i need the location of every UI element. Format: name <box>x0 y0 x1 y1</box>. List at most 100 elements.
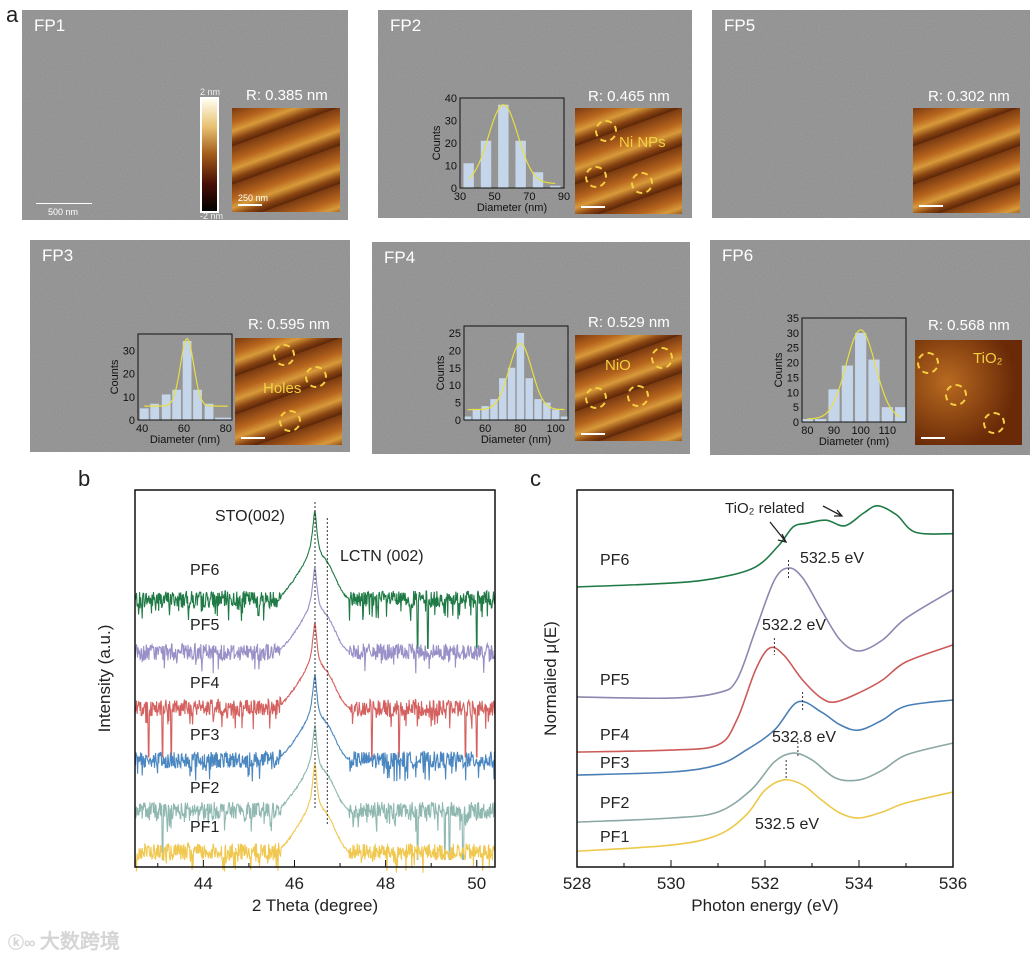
plot-frame <box>134 489 496 868</box>
histogram-bar <box>868 359 880 422</box>
afm-annotation: NiO <box>605 357 631 374</box>
series-label: PF1 <box>600 829 629 846</box>
sem-tile-fp3: FP3 40 60 80 0 10 20 30 Diameter (nm) Counts R: … <box>30 240 350 452</box>
xas-trace-pf5 <box>576 567 954 700</box>
afm-scale-label: 250 nm <box>238 193 269 203</box>
series-label: PF2 <box>190 780 219 797</box>
roughness-label: R: 0.385 nm <box>246 87 328 104</box>
gaussian-fit-line <box>468 104 556 184</box>
roughness-label: R: 0.529 nm <box>588 314 670 331</box>
histogram-fp3: 40 60 80 0 10 20 30 Diameter (nm) Counts <box>109 333 233 446</box>
series-label: PF4 <box>190 675 219 692</box>
x-tick-label: 70 <box>523 191 535 203</box>
series-label: PF5 <box>190 617 219 634</box>
series-label: PF4 <box>600 727 629 744</box>
histogram-bar <box>801 419 813 422</box>
histogram-bar <box>498 104 509 188</box>
histogram-bar <box>204 403 214 420</box>
xas-trace-pf4 <box>576 644 954 753</box>
histogram-bar <box>516 332 525 420</box>
y-tick-label: 15 <box>449 363 461 375</box>
roughness-label: R: 0.568 nm <box>928 317 1010 334</box>
histogram-bar <box>828 389 840 422</box>
x-tick-label: 536 <box>939 874 967 893</box>
arrow-icon <box>822 505 844 517</box>
y-tick-label: 25 <box>449 328 461 340</box>
x-tick-label: 30 <box>454 191 466 203</box>
y-axis-label: Counts <box>773 352 785 387</box>
histogram-bar <box>543 402 551 420</box>
x-tick-label: 528 <box>563 874 591 893</box>
annotation-sto: STO(002) <box>215 508 285 525</box>
sem-tile-fp4: FP4 60 80 100 0 5 10 15 20 25 Diameter (nm) Counts… <box>372 242 690 454</box>
panel-label-a: a <box>6 2 19 27</box>
sem-tile-fp5: FP5 R: 0.302 nm <box>712 10 1030 218</box>
x-tick-label: 530 <box>657 874 685 893</box>
series-label: PF1 <box>190 819 219 836</box>
gaussian-fit-line <box>807 329 901 420</box>
histogram-bar <box>532 172 544 188</box>
gaussian-fit-line <box>144 337 228 407</box>
x-tick-label: 100 <box>851 425 869 437</box>
peak-label: 532.8 eV <box>772 729 836 746</box>
x-axis-label: Diameter (nm) <box>477 202 547 214</box>
xas-trace-pf6 <box>576 504 954 588</box>
afm-image: Holes <box>235 338 342 445</box>
histogram-bar <box>139 408 149 420</box>
x-tick-label: 48 <box>376 874 395 893</box>
histogram-bar <box>150 403 160 420</box>
xas-trace-pf1 <box>576 778 954 852</box>
y-tick-label: 0 <box>793 417 799 429</box>
histogram-bar <box>560 416 569 420</box>
y-axis-label: Counts <box>435 355 447 390</box>
x-tick-label: 100 <box>546 423 564 435</box>
xrd-trace-pf1 <box>134 762 496 873</box>
xas-trace-pf2 <box>576 742 954 823</box>
y-tick-label: 5 <box>455 398 461 410</box>
series-label: PF6 <box>190 562 219 579</box>
x-tick-label: 60 <box>178 423 190 435</box>
sem-tile-fp6: FP6 80 90 100 110 0 5 10 15 20 25 30 35 Diameter (nm… <box>710 240 1030 455</box>
histogram-bar <box>463 163 474 188</box>
xas-trace-pf3 <box>576 699 954 776</box>
x-tick-label: 46 <box>285 874 304 893</box>
histogram-bar <box>515 140 526 188</box>
x-tick-label: 532 <box>751 874 779 893</box>
series-label: PF5 <box>600 672 629 689</box>
histogram-bar <box>490 399 498 420</box>
histogram-fp4: 60 80 100 0 5 10 15 20 25 Diameter (nm) Counts <box>435 325 569 446</box>
histogram-bar <box>507 367 516 420</box>
afm-image <box>913 108 1020 213</box>
xrd-trace-pf2 <box>134 724 496 861</box>
peak-label: 532.5 eV <box>800 550 864 567</box>
series-label: PF6 <box>600 552 629 569</box>
histogram-bar <box>881 407 893 422</box>
x-axis-label: 2 Theta (degree) <box>252 896 378 915</box>
x-tick-label: 534 <box>845 874 873 893</box>
scale-bar-label: 500 nm <box>48 207 79 217</box>
x-tick-label: 90 <box>558 191 570 203</box>
histogram-bar <box>215 417 224 420</box>
roughness-label: R: 0.465 nm <box>588 88 670 105</box>
xrd-chart: STO(002) LCTN (002) PF6 PF5 PF4 PF3 PF2 PF1 44 46… <box>95 489 496 915</box>
y-axis-label: Counts <box>109 359 121 394</box>
peak-label: 532.2 eV <box>762 617 826 634</box>
y-tick-label: 20 <box>449 345 461 357</box>
x-tick-label: 50 <box>489 191 501 203</box>
series-label: PF3 <box>600 755 629 772</box>
y-tick-label: 10 <box>449 380 461 392</box>
y-tick-label: 35 <box>787 313 799 325</box>
tile-name: FP6 <box>722 246 754 265</box>
x-tick-label: 50 <box>467 874 486 893</box>
x-tick-label: 80 <box>220 423 232 435</box>
x-tick-label: 80 <box>801 425 813 437</box>
tile-name: FP2 <box>390 16 422 35</box>
histogram-bar <box>193 389 202 420</box>
watermark-text: 大数跨境 <box>39 931 120 953</box>
x-tick-label: 110 <box>879 425 897 437</box>
panel-label-c: c <box>530 466 541 491</box>
afm-image: 250 nm <box>232 108 340 212</box>
tile-name: FP1 <box>34 16 66 35</box>
histogram-bar <box>534 399 542 420</box>
x-tick-label: 80 <box>514 423 526 435</box>
